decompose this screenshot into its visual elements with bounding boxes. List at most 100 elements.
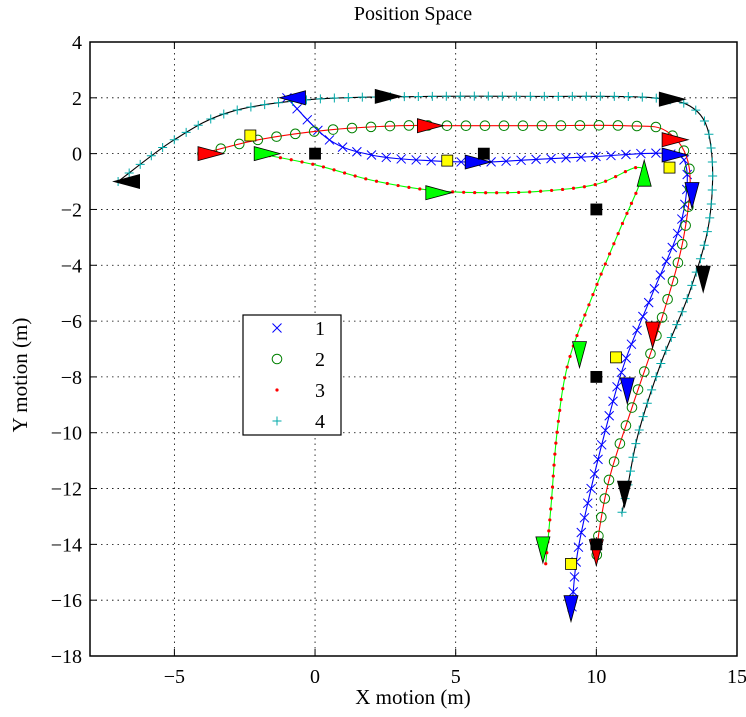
series-marker-3 [629, 201, 634, 205]
series-marker-1 [596, 439, 607, 450]
series-marker-2 [680, 220, 691, 231]
series-marker-3 [548, 518, 552, 522]
series-marker-3 [311, 162, 315, 166]
series-marker-1 [579, 512, 590, 523]
series-marker-2 [632, 384, 644, 395]
direction-arrow [374, 88, 403, 104]
y-tick-label: −4 [61, 255, 82, 277]
series-marker-4 [441, 91, 451, 101]
series-marker-4 [699, 240, 709, 250]
series-marker-1 [636, 148, 646, 159]
series-marker-3 [599, 272, 603, 276]
series-marker-1 [313, 125, 323, 136]
series-marker-4 [651, 372, 661, 382]
series-line-4 [117, 95, 714, 514]
series-marker-2 [676, 238, 688, 250]
x-tick-label: 0 [310, 666, 320, 688]
series-marker-3 [289, 158, 293, 162]
series-marker-1 [396, 154, 407, 164]
series-marker-3 [484, 191, 488, 195]
direction-arrow [645, 321, 661, 350]
series-marker-3 [604, 179, 608, 183]
series-marker-3 [614, 175, 618, 179]
series-marker-1 [324, 135, 335, 145]
series-marker-4 [329, 93, 339, 103]
series-marker-3 [554, 441, 558, 445]
series-marker-4 [135, 159, 145, 169]
series-marker-1 [608, 396, 618, 407]
series-marker-4 [158, 143, 168, 153]
series-marker-1 [638, 311, 648, 322]
waypoint-square [477, 147, 490, 160]
series-marker-4 [707, 185, 717, 195]
plot-frame [89, 41, 738, 657]
series-marker-1 [589, 469, 600, 479]
series-marker-4 [206, 114, 216, 124]
series-marker-2 [384, 120, 396, 132]
series-marker-4 [315, 94, 325, 104]
direction-arrow [425, 185, 454, 201]
series-marker-2 [593, 120, 605, 131]
series-marker-1 [516, 155, 526, 166]
series-1 [282, 92, 693, 620]
series-marker-1 [292, 103, 302, 114]
series-marker-2 [403, 120, 415, 131]
direction-arrow [197, 146, 226, 162]
waypoint-square [610, 351, 622, 364]
series-marker-2 [667, 275, 679, 287]
series-marker-1 [667, 242, 678, 253]
direction-arrow [661, 147, 690, 163]
series-marker-4 [343, 93, 353, 103]
tick-layer: −5 0 5 10 15 −18 −16 −14 −12 −10 −8 −6 −4 −2 0 2 4 [51, 32, 746, 688]
series-marker-3 [634, 191, 638, 195]
series-marker-3 [364, 177, 368, 181]
series-marker-3 [555, 430, 559, 434]
series-marker-3 [332, 168, 336, 172]
series-marker-3 [549, 188, 554, 193]
series-marker-3 [418, 187, 422, 191]
series-marker-1 [569, 572, 580, 582]
series-marker-3 [603, 262, 607, 266]
series-marker-3 [561, 387, 565, 391]
series-marker-1 [643, 297, 654, 308]
series-marker-2 [346, 122, 358, 134]
series-marker-3 [563, 376, 567, 380]
series-marker-3 [551, 474, 555, 478]
series-marker-1 [626, 339, 637, 350]
series-marker-4 [638, 412, 648, 422]
series-marker-1 [621, 149, 631, 160]
series-marker-4 [169, 135, 179, 145]
series-marker-1 [593, 454, 603, 465]
series-4 [113, 91, 718, 517]
series-marker-1 [591, 151, 601, 162]
series-marker-4 [193, 120, 203, 130]
series-marker-2 [631, 120, 643, 132]
direction-arrow [277, 90, 306, 106]
series-marker-1 [655, 270, 666, 280]
series-marker-4 [617, 507, 627, 517]
series-marker-4 [427, 91, 437, 101]
series-marker-3 [342, 171, 347, 175]
marker-layer [112, 88, 711, 624]
series-marker-3 [607, 252, 612, 256]
series-marker-4 [661, 345, 671, 355]
legend-label-4: 4 [315, 411, 325, 433]
series-marker-1 [337, 142, 348, 152]
series-marker-1 [568, 587, 579, 597]
legend-label-1: 1 [315, 318, 325, 340]
waypoint-square [565, 558, 577, 570]
series-marker-3 [593, 182, 597, 187]
series-marker-3 [623, 170, 628, 174]
direction-arrow [571, 341, 588, 370]
legend-marker-3 [275, 388, 279, 392]
series-marker-4 [219, 109, 229, 119]
series-marker-4 [634, 425, 644, 435]
series-marker-1 [651, 148, 661, 158]
series-marker-4 [413, 92, 423, 102]
x-tick-label: 10 [586, 666, 606, 688]
series-marker-2 [290, 128, 301, 140]
series-marker-3 [616, 231, 620, 236]
series-marker-1 [621, 353, 632, 364]
series-marker-4 [706, 199, 716, 209]
series-marker-4 [637, 92, 647, 102]
